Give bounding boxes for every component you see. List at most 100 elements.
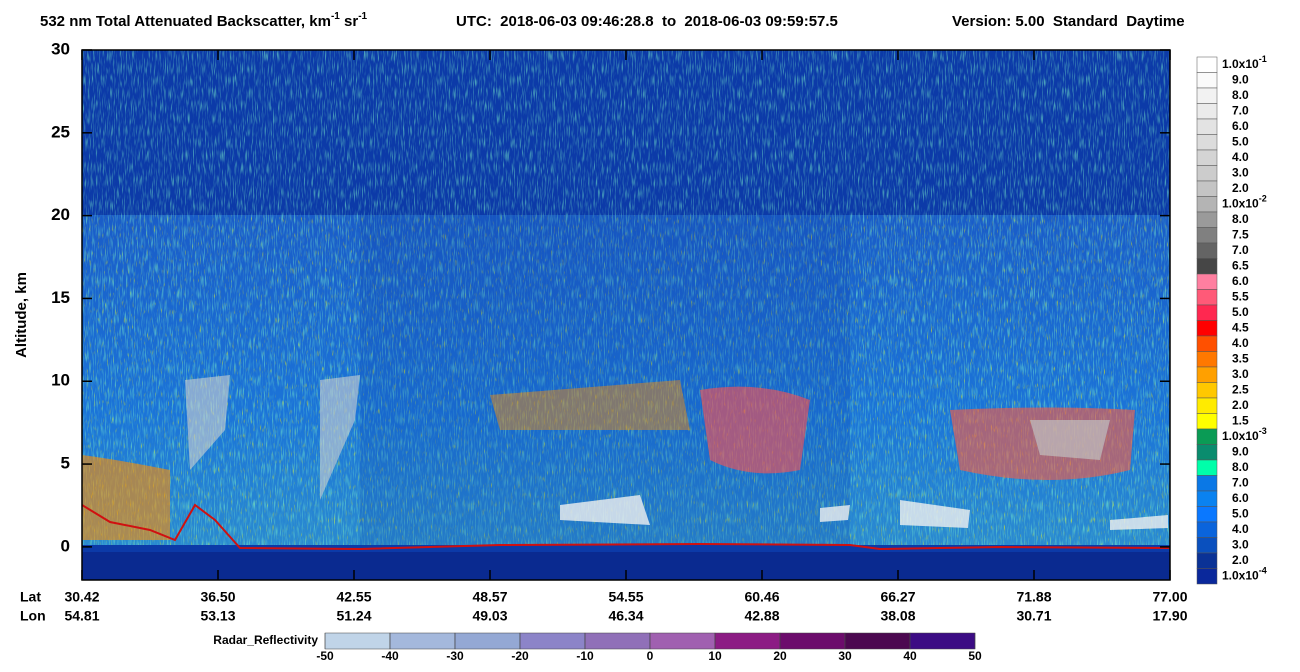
low-cloud	[560, 495, 1168, 530]
x-tick-label: 17.90	[1152, 608, 1187, 624]
colorbar-label: 1.0x10-1	[1222, 54, 1267, 71]
colorbar-label: 4.0	[1232, 522, 1249, 536]
colorbar-label-exponent: -1	[1259, 54, 1267, 64]
colorbar-swatch	[1196, 72, 1218, 89]
colorbar-swatch	[1196, 165, 1218, 182]
x-tick-label: 54.55	[608, 589, 643, 605]
colorbar-label-exponent: -2	[1259, 194, 1267, 204]
colorbar-swatch	[1196, 196, 1218, 213]
colorbar-label: 7.5	[1232, 227, 1249, 241]
x-row-name: Lon	[20, 608, 46, 624]
colorbar-swatch	[1196, 180, 1218, 197]
colorbar-swatch	[1196, 475, 1218, 492]
noise	[82, 215, 1170, 545]
colorbar-label-exponent: -3	[1259, 426, 1267, 436]
colorbar-label: 8.0	[1232, 88, 1249, 102]
colorbar-label-text: 1.0x10	[1222, 568, 1259, 582]
radar-tick-label: 30	[838, 649, 852, 663]
colorbar-swatch	[1196, 149, 1218, 166]
cloud-core	[320, 375, 360, 500]
colorbar-swatch	[1196, 568, 1218, 585]
radar-tick-label: 10	[708, 649, 722, 663]
colorbar-swatch	[1196, 490, 1218, 507]
surface-line	[81, 503, 1171, 551]
cloud	[700, 386, 810, 474]
x-tick-label: 60.46	[744, 589, 779, 605]
x-tick-label: 77.00	[1152, 589, 1187, 605]
y-tick-label: 20	[51, 205, 70, 224]
radar-tick-label: -30	[446, 649, 464, 663]
x-tick-label: 46.34	[608, 608, 643, 624]
radar-swatch	[324, 632, 391, 650]
aerosol	[82, 455, 170, 540]
radar-swatch	[389, 632, 456, 650]
colorbar-label: 8.0	[1232, 460, 1249, 474]
title-exponent: -1	[331, 11, 340, 22]
cloud-core	[185, 375, 230, 470]
colorbar-swatch	[1196, 289, 1218, 306]
colorbar-label: 5.0	[1232, 506, 1249, 520]
colorbar-label: 9.0	[1232, 444, 1249, 458]
shade	[360, 215, 850, 545]
colorbar-label: 2.0	[1232, 398, 1249, 412]
radar-tick-label: 50	[968, 649, 982, 663]
colorbar-swatch	[1196, 242, 1218, 259]
curtain	[81, 49, 1171, 581]
colorbar-label: 1.5	[1232, 413, 1249, 427]
colorbar-swatch	[1196, 521, 1218, 538]
colorbar-swatch	[1196, 134, 1218, 151]
y-axis-label: Altitude, km	[13, 272, 30, 358]
radar-swatch	[909, 632, 976, 650]
y-tick-label: 30	[51, 39, 70, 58]
colorbar-label: 5.0	[1232, 134, 1249, 148]
title-text: 532 nm Total Attenuated Backscatter, km	[40, 13, 331, 30]
x-tick-label: 42.55	[336, 589, 371, 605]
title-exponent: -1	[358, 11, 367, 22]
radar-label: Radar_Reflectivity	[213, 633, 318, 647]
colorbar-swatch	[1196, 459, 1218, 476]
radar-tick-label: -20	[511, 649, 529, 663]
radar-swatch	[714, 632, 781, 650]
colorbar-swatch	[1196, 428, 1218, 445]
title-version: Version: 5.00 Standard Daytime	[952, 13, 1185, 30]
colorbar-label: 6.0	[1232, 119, 1249, 133]
colorbar-label: 1.0x10-2	[1222, 194, 1267, 211]
colorbar-label: 3.5	[1232, 351, 1249, 365]
x-tick-label: 54.81	[64, 608, 99, 624]
colorbar-swatch	[1196, 397, 1218, 414]
colorbar-label-text: 1.0x10	[1222, 429, 1259, 443]
colorbar-swatch	[1196, 273, 1218, 290]
x-tick-label: 36.50	[200, 589, 235, 605]
colorbar-label: 3.0	[1232, 165, 1249, 179]
colorbar-label-text: 1.0x10	[1222, 57, 1259, 71]
colorbar-label: 7.0	[1232, 103, 1249, 117]
colorbar-swatch	[1196, 118, 1218, 135]
x-tick-label: 30.71	[1016, 608, 1051, 624]
colorbar-label: 7.0	[1232, 243, 1249, 257]
colorbar-swatch	[1196, 227, 1218, 244]
y-tick-label: 10	[51, 371, 70, 390]
colorbar-swatch	[1196, 366, 1218, 383]
colorbar-label: 5.0	[1232, 305, 1249, 319]
x-tick-label: 42.88	[744, 608, 779, 624]
colorbar-label: 4.0	[1232, 336, 1249, 350]
colorbar-label-exponent: -4	[1259, 566, 1267, 576]
cloud-core	[1030, 420, 1110, 460]
x-tick-label: 53.13	[200, 608, 235, 624]
radar-tick-label: -10	[576, 649, 594, 663]
colorbar-swatch	[1196, 258, 1218, 275]
x-tick-label: 71.88	[1016, 589, 1051, 605]
x-tick-label: 48.57	[472, 589, 507, 605]
colorbar-label: 4.0	[1232, 150, 1249, 164]
y-tick-label: 15	[51, 288, 70, 307]
colorbar-label: 6.5	[1232, 258, 1249, 272]
y-tick-label: 0	[61, 536, 70, 555]
x-tick-label: 30.42	[64, 589, 99, 605]
colorbar-label: 8.0	[1232, 212, 1249, 226]
colorbar-label: 3.0	[1232, 537, 1249, 551]
x-row-name: Lat	[20, 589, 41, 605]
cloud	[490, 380, 690, 430]
y-tick-label: 5	[61, 454, 70, 473]
title-text: sr	[340, 13, 359, 30]
